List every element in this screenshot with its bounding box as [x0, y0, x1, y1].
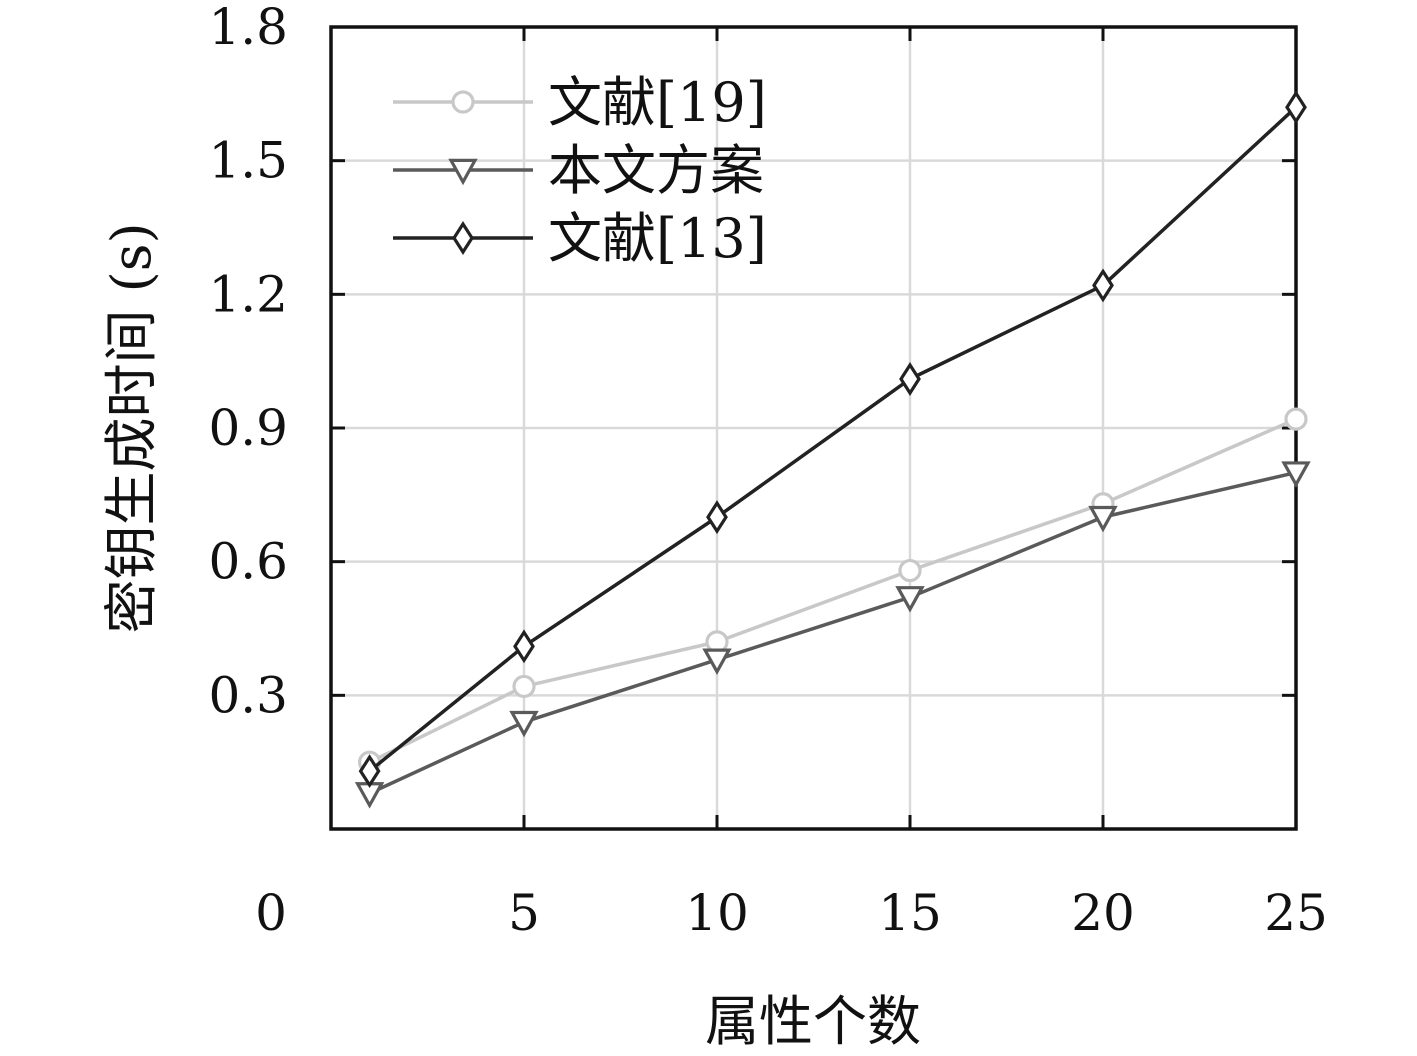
data-point [512, 712, 536, 734]
series-2 [358, 463, 1308, 805]
data-point [900, 561, 920, 581]
x-axis-title: 属性个数 [705, 990, 921, 1053]
x-tick-label: 25 [1264, 884, 1328, 942]
series-line [370, 473, 1296, 794]
y-axis-title: 密钥生成时间 (s) [100, 222, 163, 633]
x-tick-label: 20 [1071, 884, 1135, 942]
legend-entry: 本文方案 [393, 139, 764, 202]
x-tick-label: 15 [878, 884, 942, 942]
data-point [1091, 508, 1115, 530]
x-tick-label: 5 [508, 884, 540, 942]
series-1 [360, 409, 1306, 772]
data-point [515, 632, 533, 660]
y-tick-label: 0.6 [208, 533, 288, 591]
series-line [370, 419, 1296, 762]
legend-label: 文献[13] [548, 207, 767, 270]
legend-marker [454, 224, 472, 252]
data-point [514, 676, 534, 696]
legend-marker [453, 92, 473, 112]
data-point [1286, 409, 1306, 429]
series-3 [361, 93, 1305, 785]
legend-entry: 文献[13] [393, 207, 767, 270]
y-tick-label: 1.2 [208, 265, 288, 323]
y-tick-label: 1.8 [208, 0, 288, 56]
data-point [901, 365, 919, 393]
series-line [370, 107, 1296, 771]
data-point [1287, 93, 1305, 121]
legend-label: 文献[19] [548, 71, 767, 134]
data-point [708, 503, 726, 531]
series-group [358, 93, 1308, 805]
axis-ticks: 0 5 10 15 20 25 0.3 0.6 0.9 1.2 1.5 1.8 [208, 0, 1327, 942]
y-tick-label: 0.9 [208, 399, 288, 457]
legend-entry: 文献[19] [393, 71, 767, 134]
x-tick-label: 0 [255, 884, 287, 942]
x-tick-label: 10 [685, 884, 749, 942]
y-tick-label: 0.3 [208, 666, 288, 724]
y-tick-label: 1.5 [208, 132, 288, 190]
legend-label: 本文方案 [548, 139, 764, 202]
